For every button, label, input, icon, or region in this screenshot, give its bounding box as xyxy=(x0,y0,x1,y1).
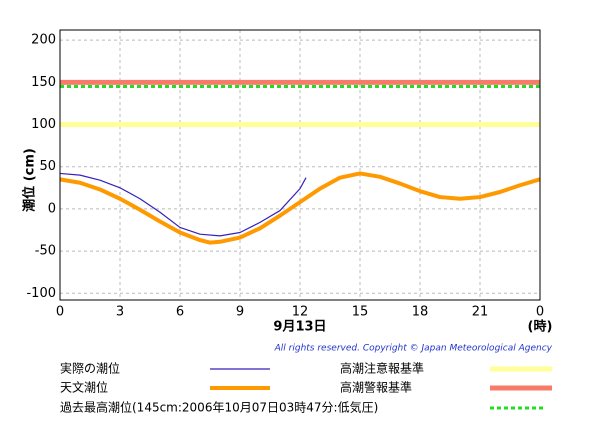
legend-label: 過去最高潮位(145cm:2006年10月07日03時47分:低気圧) xyxy=(60,400,378,415)
y-tick-label: -50 xyxy=(35,244,56,259)
x-tick-label: 21 xyxy=(472,305,489,320)
x-tick-label: 15 xyxy=(352,305,369,320)
y-tick-label: 100 xyxy=(31,117,56,132)
legend-label: 天文潮位 xyxy=(60,380,108,395)
y-tick-label: 150 xyxy=(31,75,56,90)
line-series xyxy=(59,172,307,237)
x-tick-label: 3 xyxy=(116,305,124,320)
x-tick-label: 0 xyxy=(536,305,544,320)
x-axis-label: 9月13日 xyxy=(273,320,326,335)
plot-border xyxy=(59,29,541,301)
legend-label: 実際の潮位 xyxy=(60,361,120,376)
y-tick-label: 200 xyxy=(31,33,56,48)
y-axis-label: 潮位 (cm) xyxy=(22,148,38,212)
x-tick-label: 6 xyxy=(176,305,184,320)
copyright: All rights reserved. Copyright © Japan M… xyxy=(274,344,553,354)
x-axis-unit: (時) xyxy=(528,319,553,335)
x-tick-label: 9 xyxy=(236,305,244,320)
line-series xyxy=(59,171,541,245)
x-tick-label: 18 xyxy=(412,305,429,320)
x-tick-label: 0 xyxy=(56,305,64,320)
legend-label: 高潮注意報基準 xyxy=(340,361,424,376)
y-tick-label: -100 xyxy=(26,286,56,301)
y-tick-label: 0 xyxy=(48,201,56,216)
x-tick-label: 12 xyxy=(292,305,309,320)
y-tick-label: 50 xyxy=(39,159,56,174)
legend-label: 高潮警報基準 xyxy=(340,380,412,395)
